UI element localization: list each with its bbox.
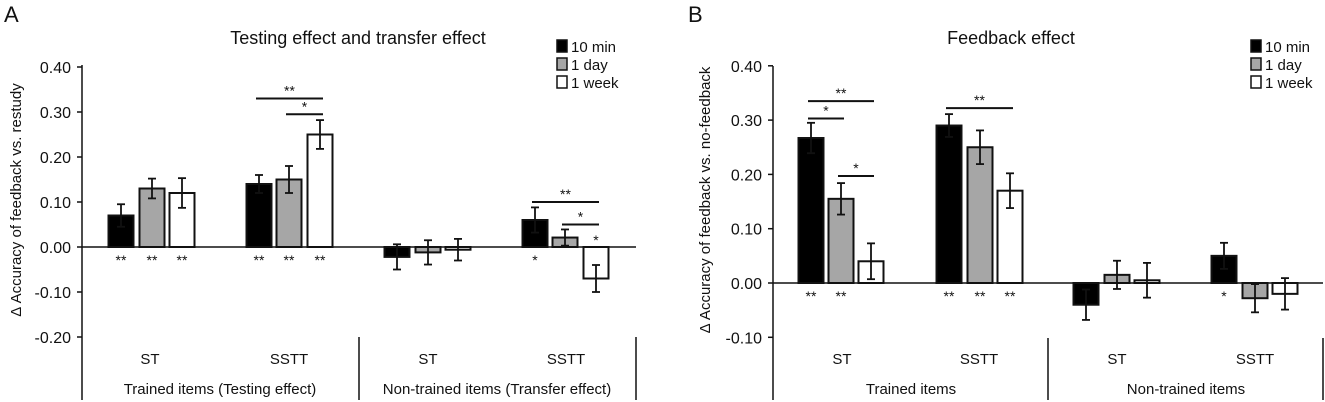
- legend-swatch: [1250, 57, 1262, 71]
- bar: [306, 133, 334, 248]
- y-tick-label: 0.20: [731, 167, 762, 184]
- y-axis-label: Δ Accuracy of feedback vs. no-feedback: [697, 66, 714, 333]
- group-label: Trained items (Testing effect): [124, 381, 317, 398]
- x-tick-label: SSTT: [547, 351, 585, 368]
- y-axis-label: Δ Accuracy of feedback vs. restudy: [8, 83, 25, 317]
- significance-star: **: [836, 288, 847, 304]
- bracket-label: *: [578, 209, 584, 225]
- bracket-label: **: [560, 186, 571, 202]
- y-tick-label: 0.30: [40, 105, 71, 122]
- y-tick-label: 0.10: [40, 195, 71, 212]
- legend-label: 10 min: [1265, 39, 1310, 56]
- bar: [935, 124, 963, 284]
- bar: [797, 137, 825, 284]
- significance-star: **: [1005, 288, 1016, 304]
- y-tick-label: 0.00: [40, 240, 71, 257]
- x-tick-label: SSTT: [960, 351, 998, 368]
- legend-label: 1 week: [571, 75, 619, 92]
- significance-star: **: [177, 252, 188, 268]
- legend-label: 1 day: [571, 57, 608, 74]
- significance-star: **: [315, 252, 326, 268]
- x-tick-label: ST: [832, 351, 851, 368]
- bracket-label: *: [823, 102, 829, 118]
- significance-star: *: [593, 232, 599, 248]
- panel-letter: A: [4, 2, 19, 27]
- y-tick-label: 0.30: [731, 113, 762, 130]
- bracket-label: **: [284, 83, 295, 99]
- chart-title: Testing effect and transfer effect: [230, 28, 486, 48]
- group-label: Trained items: [866, 381, 956, 398]
- panel-letter: B: [688, 2, 703, 27]
- group-label: Non-trained items (Transfer effect): [383, 381, 611, 398]
- legend-swatch: [556, 75, 568, 89]
- x-tick-label: ST: [1107, 351, 1126, 368]
- bracket-label: **: [836, 85, 847, 101]
- x-tick-label: SSTT: [1236, 351, 1274, 368]
- significance-star: **: [975, 288, 986, 304]
- bracket-label: **: [974, 92, 985, 108]
- legend-swatch: [556, 57, 568, 71]
- significance-star: **: [284, 252, 295, 268]
- bar: [245, 183, 273, 248]
- bar: [996, 189, 1024, 284]
- y-tick-label: 0.00: [731, 276, 762, 293]
- legend-swatch: [556, 39, 568, 53]
- y-tick-label: -0.10: [35, 285, 72, 302]
- legend-label: 10 min: [571, 39, 616, 56]
- bracket-label: *: [853, 160, 859, 176]
- y-tick-label: 0.10: [731, 222, 762, 239]
- significance-star: **: [116, 252, 127, 268]
- legend-swatch: [1250, 39, 1262, 53]
- x-tick-label: ST: [418, 351, 437, 368]
- group-label: Non-trained items: [1127, 381, 1245, 398]
- legend-label: 1 day: [1265, 57, 1302, 74]
- y-tick-label: -0.20: [35, 330, 72, 347]
- legend-swatch: [1250, 75, 1262, 89]
- y-tick-label: 0.40: [731, 59, 762, 76]
- significance-star: **: [147, 252, 158, 268]
- y-tick-label: 0.20: [40, 150, 71, 167]
- bar: [966, 146, 994, 284]
- bracket-label: *: [302, 98, 308, 114]
- x-tick-label: SSTT: [270, 351, 308, 368]
- x-tick-label: ST: [140, 351, 159, 368]
- significance-star: **: [254, 252, 265, 268]
- significance-star: **: [806, 288, 817, 304]
- significance-star: **: [944, 288, 955, 304]
- significance-star: *: [532, 252, 538, 268]
- y-tick-label: 0.40: [40, 60, 71, 77]
- chart-title: Feedback effect: [947, 28, 1075, 48]
- y-tick-label: -0.10: [726, 330, 763, 347]
- significance-star: *: [1221, 288, 1227, 304]
- legend-label: 1 week: [1265, 75, 1313, 92]
